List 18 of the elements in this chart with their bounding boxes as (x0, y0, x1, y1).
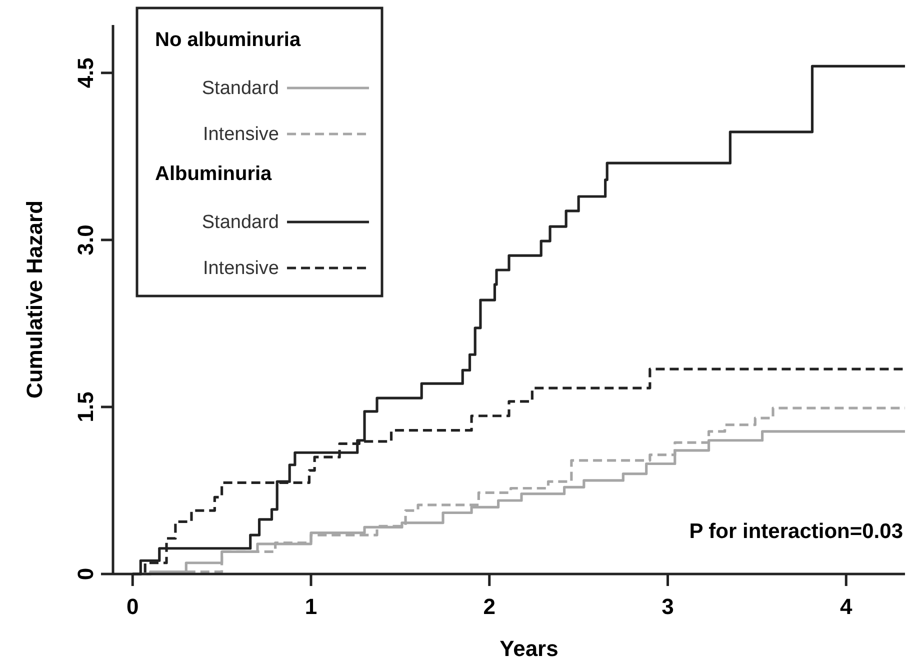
x-tick-label: 2 (483, 594, 496, 619)
x-tick-label: 1 (304, 594, 318, 619)
legend-label: Standard (202, 78, 279, 99)
y-tick-label: 1.5 (73, 392, 98, 422)
annotation: No albuminuria (155, 29, 302, 51)
legend-label: Intensive (202, 124, 279, 145)
x-tick-label: 4 (840, 594, 854, 619)
y-tick-label: 3.0 (73, 224, 98, 256)
y-axis-title: Cumulative Hazard (22, 200, 47, 399)
legend-label: Standard (202, 212, 279, 233)
x-tick-label: 0 (126, 594, 139, 619)
annotation: Albuminuria (155, 163, 273, 185)
legend-label: Intensive (202, 258, 279, 279)
y-tick-label: 0 (73, 568, 98, 580)
x-tick-label: 3 (662, 594, 674, 619)
y-tick-label: 4.5 (73, 58, 98, 88)
x-axis-title: Years (500, 636, 558, 661)
annotation: P for interaction=0.03 (689, 520, 903, 543)
